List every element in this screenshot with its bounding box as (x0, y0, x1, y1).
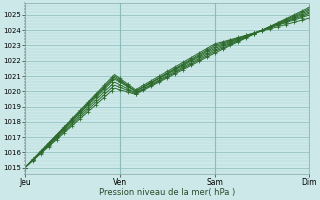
X-axis label: Pression niveau de la mer( hPa ): Pression niveau de la mer( hPa ) (99, 188, 235, 197)
